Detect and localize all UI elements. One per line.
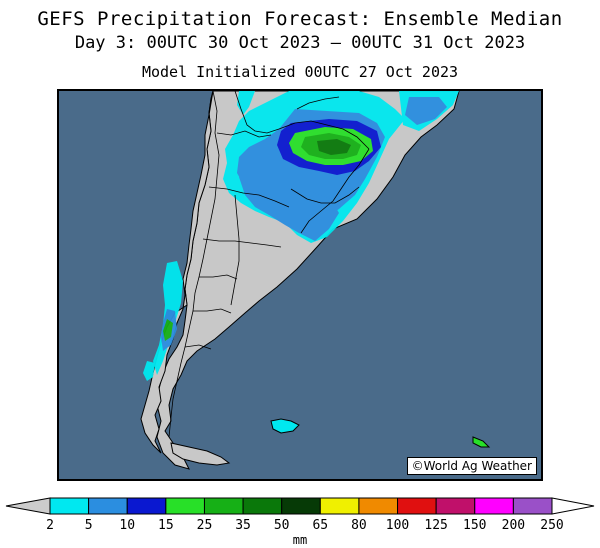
land-tierra-del-fuego: [170, 442, 231, 466]
colorbar-swatch: [281, 497, 321, 515]
colorbar-tick-label: 2: [46, 518, 54, 533]
colorbar-swatch: [126, 497, 167, 515]
colorbar-tick-label: 80: [351, 518, 367, 533]
map-title: GEFS Precipitation Forecast: Ensemble Me…: [37, 8, 563, 30]
colorbar-tick-label: 25: [197, 518, 213, 533]
colorbar-tick-label: 100: [386, 518, 409, 533]
colorbar-tick-label: 15: [158, 518, 174, 533]
colorbar-swatch: [242, 497, 283, 515]
colorbar-tick-label: 35: [235, 518, 251, 533]
colorbar-unit-label: mm: [293, 533, 307, 547]
precip-map: ©World Ag Weather: [57, 89, 543, 481]
valid-period: Day 3: 00UTC 30 Oct 2023 — 00UTC 31 Oct …: [74, 33, 526, 53]
colorbar-swatch: [435, 497, 476, 515]
colorbar-tick-label: 65: [312, 518, 328, 533]
colorbar-tick-label: 250: [540, 518, 563, 533]
colorbar-swatch: [49, 497, 90, 515]
colorbar-tick-label: 10: [119, 518, 135, 533]
credit-label: ©World Ag Weather: [406, 457, 537, 475]
land-falklands: [270, 418, 300, 434]
colorbar: 2 5 10 15 25 35 50 65 80 100 125 150 200 250 mm: [0, 490, 600, 548]
colorbar-tick-label: 5: [85, 518, 93, 533]
borders: [168, 91, 370, 438]
colorbar-under-triangle: [5, 497, 51, 515]
colorbar-swatch: [165, 497, 205, 515]
colorbar-swatch: [88, 497, 128, 515]
precip-shading: [143, 91, 459, 381]
colorbar-swatch: [319, 497, 360, 515]
colorbar-over-triangle: [551, 497, 595, 515]
colorbar-tick-label: 125: [424, 518, 447, 533]
colorbar-tick-label: 50: [274, 518, 290, 533]
colorbar-swatch: [474, 497, 514, 515]
colorbar-swatch: [203, 497, 244, 515]
colorbar-swatch: [512, 497, 553, 515]
land-south-georgia: [472, 436, 491, 448]
colorbar-tick-label: 150: [463, 518, 486, 533]
colorbar-tick-label: 200: [502, 518, 525, 533]
colorbar-swatch: [397, 497, 437, 515]
map-canvas: [59, 91, 541, 479]
colorbar-swatch: [358, 497, 399, 515]
init-time: Model Initialized 00UTC 27 Oct 2023: [141, 63, 459, 81]
